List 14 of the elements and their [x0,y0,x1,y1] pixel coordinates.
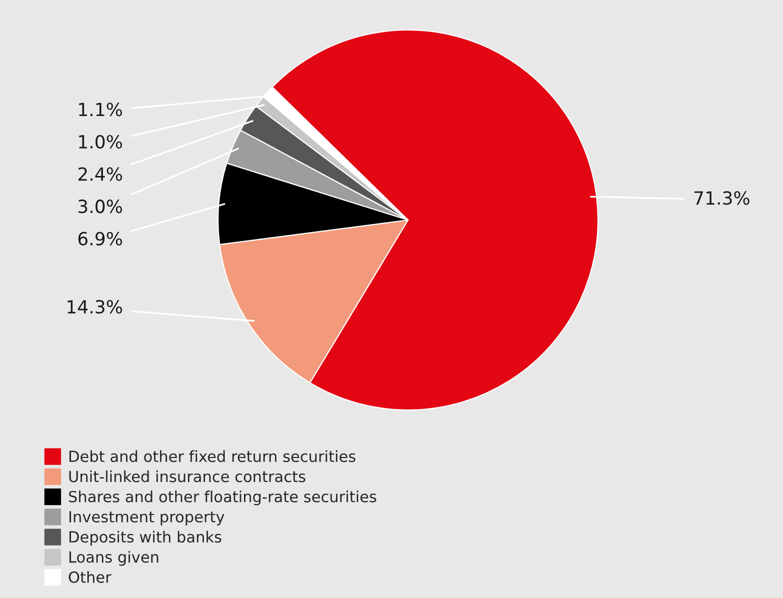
legend-label: Investment property [69,511,224,526]
legend-label: Other [68,571,112,583]
legend-label: Deposits with banks [69,530,222,546]
data-label: 2.4% [78,167,122,181]
legend-label: Debt and other fixed return securities [69,450,356,462]
data-label: 6.9% [78,232,122,246]
data-label: 1.0% [79,134,122,149]
legend-label: Shares and other floating-rate securities [68,490,376,506]
data-label: 1.1% [79,102,122,116]
legend-label: Loans given [69,550,158,566]
data-label: 71.3% [694,191,750,205]
legend-label: Unit-linked insurance contracts [69,470,306,482]
data-label: 14.3% [68,300,122,314]
data-label: 3.0% [78,200,122,214]
